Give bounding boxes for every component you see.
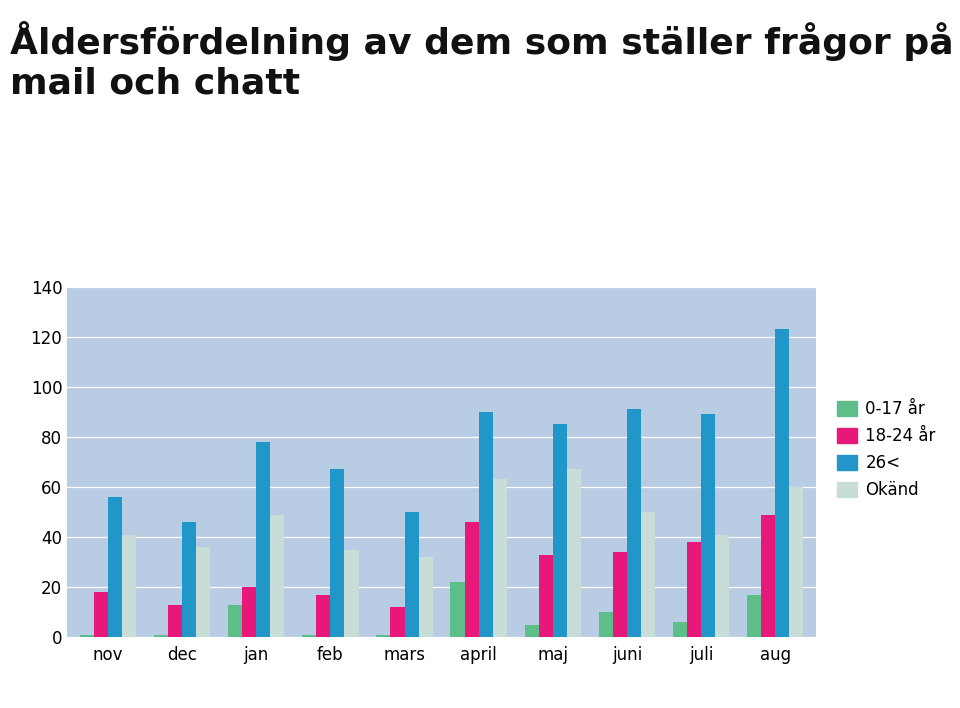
Bar bbox=[94, 592, 108, 637]
Bar bbox=[196, 547, 210, 637]
Bar bbox=[391, 607, 404, 637]
Bar bbox=[302, 634, 316, 637]
Bar bbox=[182, 522, 196, 637]
Bar bbox=[673, 622, 687, 637]
Bar bbox=[715, 535, 730, 637]
Bar bbox=[567, 469, 581, 637]
Bar bbox=[687, 542, 701, 637]
Bar bbox=[492, 479, 507, 637]
Bar bbox=[612, 552, 627, 637]
Bar bbox=[524, 624, 539, 637]
Bar bbox=[316, 595, 330, 637]
Bar bbox=[776, 329, 789, 637]
Bar bbox=[789, 487, 804, 637]
Bar bbox=[376, 634, 391, 637]
Bar bbox=[465, 522, 479, 637]
Bar bbox=[271, 515, 284, 637]
Bar bbox=[479, 412, 492, 637]
Bar bbox=[553, 424, 567, 637]
Bar bbox=[330, 469, 345, 637]
Text: Åldersfördelning av dem som ställer frågor på
mail och chatt: Åldersfördelning av dem som ställer fråg… bbox=[10, 21, 953, 101]
Bar bbox=[256, 442, 271, 637]
Bar bbox=[228, 605, 242, 637]
Bar bbox=[627, 409, 641, 637]
Legend: 0-17 år, 18-24 år, 26<, Okänd: 0-17 år, 18-24 år, 26<, Okänd bbox=[830, 393, 943, 506]
Bar bbox=[419, 557, 433, 637]
Bar bbox=[539, 554, 553, 637]
Bar bbox=[154, 634, 168, 637]
Bar bbox=[108, 497, 122, 637]
Bar bbox=[80, 634, 94, 637]
Bar bbox=[701, 414, 715, 637]
Bar bbox=[599, 612, 612, 637]
Bar bbox=[345, 549, 359, 637]
Bar bbox=[242, 587, 256, 637]
Bar bbox=[122, 535, 136, 637]
Bar bbox=[761, 515, 776, 637]
Bar bbox=[404, 512, 419, 637]
Bar bbox=[747, 595, 761, 637]
Bar bbox=[168, 605, 182, 637]
Bar bbox=[641, 512, 655, 637]
Bar bbox=[450, 582, 465, 637]
